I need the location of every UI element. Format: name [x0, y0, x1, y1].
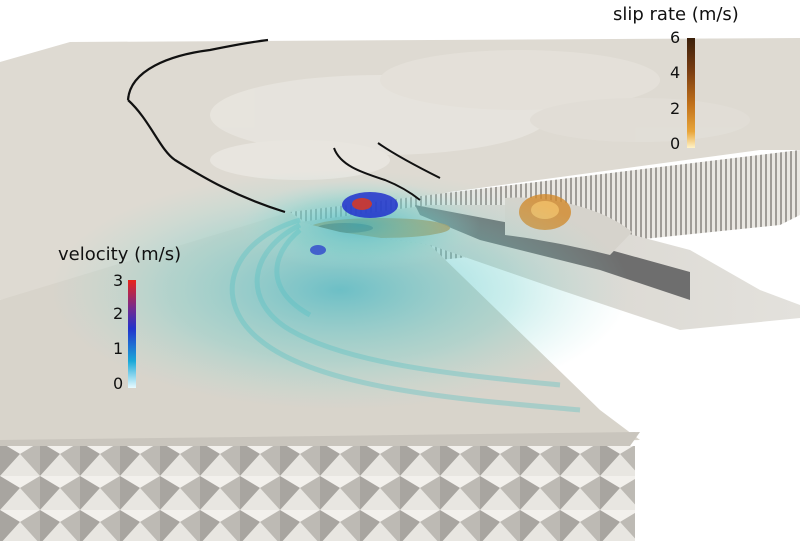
slip-rate-tick-0: 0 [670, 134, 681, 153]
velocity-tick-1: 1 [113, 339, 124, 358]
velocity-tick-2: 2 [113, 304, 124, 323]
wave-rings [229, 217, 581, 413]
velocity-legend-title: velocity (m/s) [58, 244, 182, 265]
velocity-hotspot-small [310, 245, 326, 255]
slip-rate-tick-2: 2 [670, 99, 681, 118]
slip-rate-tick-6: 6 [670, 28, 681, 47]
fault-trace-main [126, 38, 286, 214]
velocity-color-bar [128, 280, 136, 388]
velocity-tick-3: 3 [113, 271, 124, 290]
fault-trace-right [377, 142, 441, 179]
mesh-block-face [0, 446, 635, 541]
slip-rate-legend-title: slip rate (m/s) [613, 4, 739, 25]
wave-field-near [240, 180, 480, 270]
slip-rate-tick-4: 4 [670, 63, 681, 82]
mesh-block-top [0, 432, 640, 450]
fault-trace-middle [333, 147, 421, 201]
terrain-texture [210, 50, 750, 180]
velocity-hotspot-red [352, 198, 372, 210]
wave-field-outer [50, 170, 630, 410]
slip-rate-color-bar [687, 38, 695, 148]
velocity-tick-0: 0 [113, 374, 124, 393]
